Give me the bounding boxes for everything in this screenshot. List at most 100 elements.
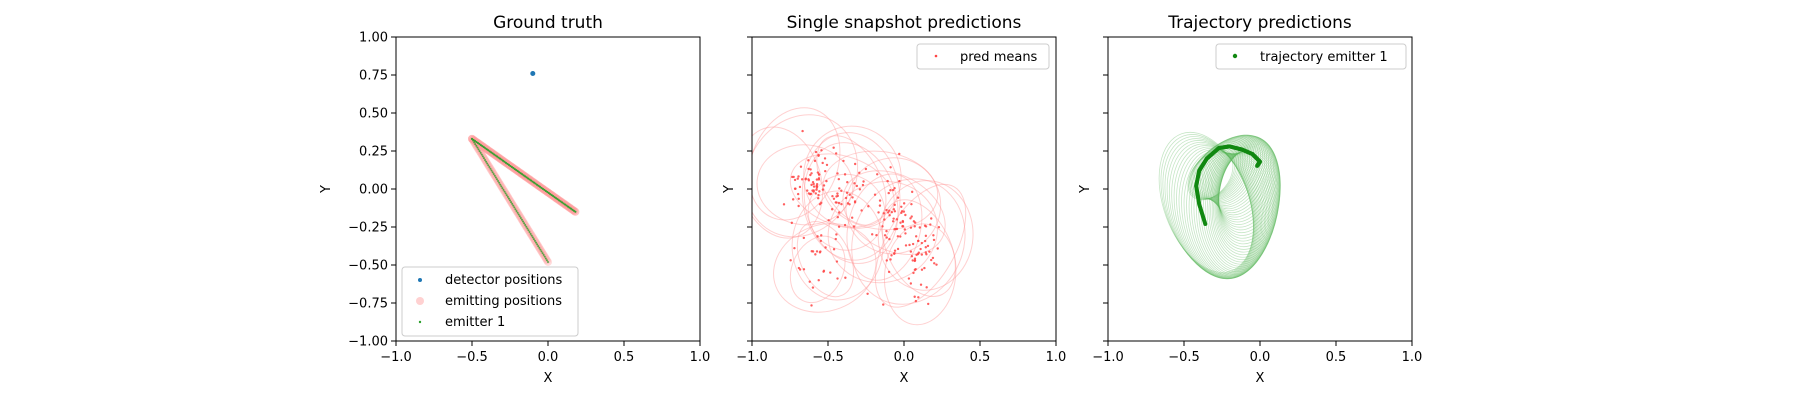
pred-mean-point <box>814 253 817 256</box>
uncertainty-ellipse <box>874 183 967 308</box>
pred-mean-point <box>908 243 911 247</box>
emitter-1-point <box>515 169 518 172</box>
trajectory-point <box>1255 163 1260 168</box>
emitter-1-point <box>521 173 524 176</box>
pred-mean-point <box>813 159 817 163</box>
trajectory-uncertainty-ellipse <box>1218 143 1281 242</box>
pred-mean-point <box>894 227 898 231</box>
pred-mean-point <box>853 182 856 185</box>
pred-mean-point <box>789 259 792 262</box>
trajectory-uncertainty-ellipse <box>1178 147 1260 280</box>
pred-mean-point <box>836 277 839 280</box>
trajectory-uncertainty-ellipse <box>1218 142 1281 239</box>
emitter-1-point <box>516 211 519 214</box>
pred-mean-point <box>827 219 830 222</box>
pred-mean-point <box>932 234 935 237</box>
emitter-1-point <box>523 222 526 225</box>
pred-mean-point <box>911 259 914 262</box>
pred-mean-point <box>898 180 901 183</box>
pred-mean-point <box>808 193 812 196</box>
legend: detector positions emitting positions em… <box>401 266 579 337</box>
trajectory-uncertainty-ellipse <box>1166 140 1256 278</box>
uncertainty-ellipse <box>801 132 901 261</box>
legend-marker-trajectory <box>1232 53 1238 59</box>
pred-mean-point <box>881 225 884 228</box>
pred-mean-point <box>890 254 893 257</box>
pred-mean-point <box>814 150 818 154</box>
pred-mean-point <box>832 248 836 251</box>
emitter-1-point <box>481 145 484 148</box>
pred-mean-point <box>836 172 839 175</box>
x-axis-label: X <box>544 371 553 386</box>
legend-marker-pred-means <box>934 54 938 58</box>
pred-mean-point <box>929 223 932 226</box>
pred-mean-point <box>852 225 856 228</box>
pred-mean-point <box>797 197 800 200</box>
pred-mean-point <box>915 253 918 256</box>
pred-mean-point <box>913 225 916 228</box>
x-tick-label: 0.0 <box>894 350 915 365</box>
emitter-1-point <box>500 185 503 188</box>
pred-mean-point <box>834 152 838 155</box>
uncertainty-ellipse <box>803 125 902 228</box>
emitter-1-point <box>481 155 484 158</box>
uncertainty-ellipse <box>827 181 938 284</box>
pred-mean-point <box>882 212 886 215</box>
pred-mean-point <box>909 226 913 229</box>
pred-mean-point <box>796 177 799 180</box>
pred-mean-point <box>861 183 865 187</box>
emitter-1-point <box>522 220 525 223</box>
emitter-1-point <box>491 171 494 174</box>
x-tick-label: −1.0 <box>380 350 412 365</box>
emitter-1-point <box>537 245 540 248</box>
emitter-1-point <box>497 180 500 183</box>
emitter-1-point <box>562 202 565 205</box>
uncertainty-ellipse <box>816 135 887 226</box>
pred-mean-point <box>893 210 897 213</box>
emitter-1-point <box>507 163 510 166</box>
emitter-1-point <box>515 209 518 212</box>
trajectory-uncertainty-ellipse <box>1187 151 1234 201</box>
trajectory-uncertainty-ellipse <box>1191 152 1267 278</box>
trajectory-uncertainty-ellipse <box>1206 134 1262 206</box>
emitter-1-point <box>487 164 490 167</box>
pred-mean-point <box>832 146 835 149</box>
emitter-1-point <box>512 167 515 170</box>
emitter-1-point <box>528 231 531 234</box>
pred-mean-point <box>834 237 837 241</box>
emitter-1-point <box>558 199 561 202</box>
pred-mean-point <box>911 242 915 246</box>
pred-mean-point <box>910 190 914 194</box>
emitter-1-point <box>524 175 527 178</box>
emitter-1-point <box>493 153 496 156</box>
emitter-1-point <box>511 202 514 205</box>
pred-mean-point <box>896 196 900 199</box>
trajectory-uncertainty-ellipse <box>1171 143 1257 279</box>
x-tick-label: −0.5 <box>812 350 844 365</box>
emitter-1-point <box>530 179 533 182</box>
pred-mean-point <box>820 201 823 205</box>
pred-mean-point <box>810 304 813 307</box>
emitter-1-point <box>518 171 521 174</box>
uncertainty-ellipse <box>845 157 942 255</box>
emitter-1-point <box>541 187 544 190</box>
emitter-1-point <box>559 200 562 203</box>
emitter-1-point <box>565 204 568 207</box>
pred-mean-point <box>878 199 882 202</box>
emitter-1-point <box>539 248 542 251</box>
pred-mean-point <box>898 152 901 156</box>
pred-mean-point <box>838 187 841 190</box>
emitter-1-point <box>552 195 555 198</box>
pred-mean-point <box>845 191 849 194</box>
emitter-1-point <box>550 194 553 197</box>
pred-mean-point <box>853 200 857 203</box>
emitter-1-point <box>507 197 510 200</box>
emitter-1-point <box>518 215 521 218</box>
emitter-1-point <box>488 165 491 168</box>
pred-mean-point <box>910 215 913 218</box>
emitter-1-point <box>537 184 540 187</box>
emitter-1-point <box>504 192 507 195</box>
trajectory-uncertainty-ellipse <box>1195 153 1270 275</box>
trajectory-uncertainty-ellipse <box>1214 149 1280 256</box>
emitter-1-point <box>505 194 508 197</box>
